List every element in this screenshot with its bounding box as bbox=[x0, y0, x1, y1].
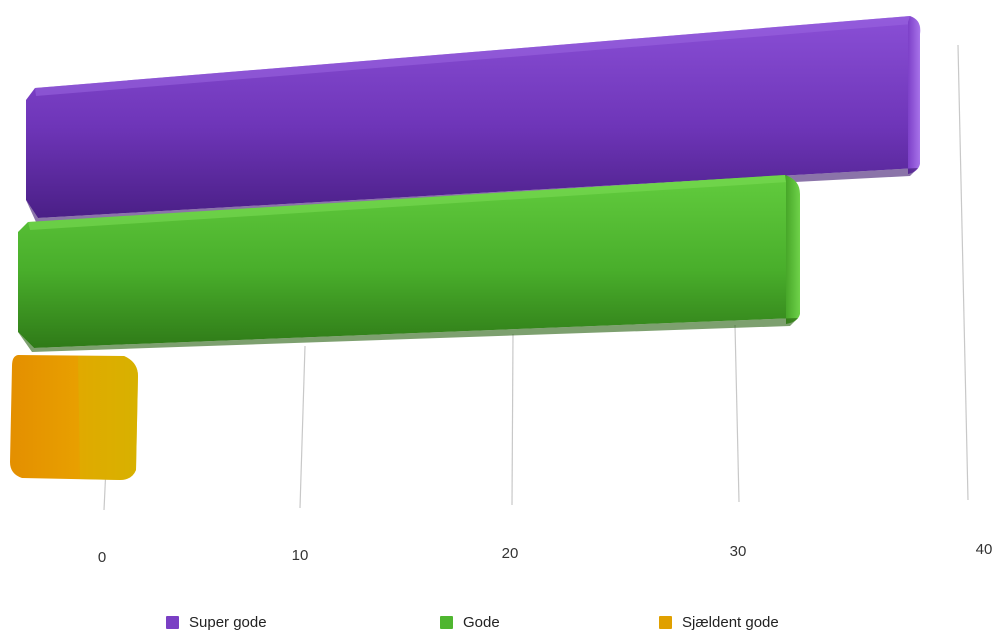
bar-sjaeldent-gode bbox=[10, 355, 138, 480]
x-axis-labels: 0 10 20 30 40 bbox=[98, 541, 993, 566]
bar-gode bbox=[18, 175, 800, 352]
gridline-30 bbox=[734, 324, 740, 503]
x-tick-label: 10 bbox=[292, 547, 309, 564]
legend-label: Super gode bbox=[189, 614, 267, 631]
legend-label: Sjældent gode bbox=[682, 614, 779, 631]
legend-item-gode: Gode bbox=[440, 614, 500, 631]
legend-item-super-gode: Super gode bbox=[166, 614, 267, 631]
gridline-40 bbox=[957, 44, 969, 501]
gridline-20 bbox=[511, 333, 514, 506]
legend: Super gode Gode Sjældent gode bbox=[0, 614, 998, 636]
legend-swatch bbox=[659, 616, 672, 629]
x-tick-label: 0 bbox=[98, 549, 106, 566]
legend-swatch bbox=[166, 616, 179, 629]
gridlines bbox=[103, 44, 969, 511]
legend-swatch bbox=[440, 616, 453, 629]
x-tick-label: 40 bbox=[976, 541, 993, 558]
x-tick-label: 30 bbox=[730, 543, 747, 560]
legend-item-sjaeldent-gode: Sjældent gode bbox=[659, 614, 779, 631]
x-tick-label: 20 bbox=[502, 545, 519, 562]
gridline-10 bbox=[299, 345, 306, 509]
legend-label: Gode bbox=[463, 614, 500, 631]
